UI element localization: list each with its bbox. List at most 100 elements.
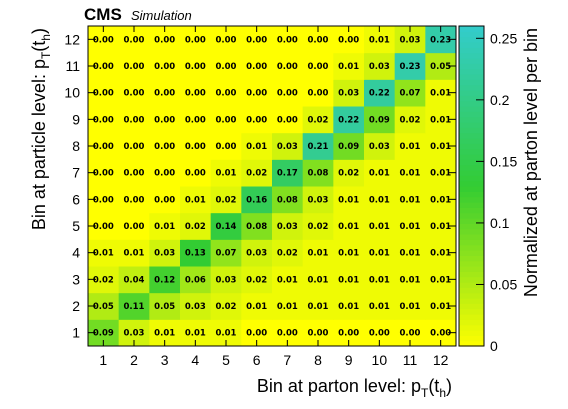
- heatmap-cell-value: 0.00: [154, 195, 175, 205]
- colorbar-segment: [459, 276, 484, 283]
- heatmap-cell-value: 0.03: [369, 62, 390, 72]
- colorbar-segment: [459, 79, 484, 86]
- heatmap-cell: [333, 292, 365, 320]
- heatmap-cell-value: 0.01: [338, 302, 359, 312]
- y-tick-label: 4: [72, 245, 80, 261]
- heatmap-cell-value: 0.01: [338, 195, 359, 205]
- colorbar-segment: [459, 186, 484, 192]
- heatmap-cell-value: 0.03: [369, 142, 390, 152]
- heatmap-cell-value: 0.03: [216, 275, 237, 285]
- heatmap-cell-value: 0.00: [124, 35, 145, 45]
- heatmap-cell-value: 0.02: [277, 249, 298, 259]
- heatmap-cell-value: 0.00: [93, 222, 114, 232]
- heatmap-cell-value: 0.03: [246, 249, 267, 259]
- colorbar-segment: [459, 74, 484, 80]
- heatmap-cell: [302, 239, 334, 267]
- heatmap-cell: [272, 52, 304, 80]
- colorbar-segment: [459, 292, 484, 299]
- heatmap-cell-value: 0.23: [430, 35, 451, 45]
- x-tick-label: 12: [433, 352, 449, 368]
- heatmap-cell-value: 0.01: [430, 195, 451, 205]
- heatmap-cell-value: 0.00: [185, 35, 206, 45]
- y-tick-label: 11: [65, 58, 80, 74]
- heatmap-cell-value: 0.01: [400, 302, 421, 312]
- heatmap-cell-value: 0.00: [124, 89, 145, 99]
- heatmap-cell: [241, 132, 273, 160]
- y-tick-label: 10: [64, 85, 80, 101]
- x-tick-label: 9: [345, 352, 353, 368]
- heatmap-cell: [302, 79, 334, 107]
- x-axis-title: Bin at parton level: pT(th): [257, 376, 452, 400]
- y-tick-label: 8: [72, 138, 80, 154]
- heatmap-cell-value: 0.05: [154, 302, 175, 312]
- heatmap-cell-value: 0.01: [430, 249, 451, 259]
- heatmap-cell-value: 0.09: [338, 142, 359, 152]
- heatmap-cell-value: 0.00: [338, 35, 359, 45]
- heatmap-cell-value: 0.01: [430, 142, 451, 152]
- heatmap-cell-value: 0.00: [185, 115, 206, 125]
- x-tick-label: 2: [130, 352, 138, 368]
- x-tick-label: 5: [222, 352, 230, 368]
- x-tick-label: 8: [314, 352, 322, 368]
- heatmap-cell-value: 0.14: [216, 222, 237, 232]
- heatmap-cell-value: 0.00: [93, 115, 114, 125]
- heatmap-cell: [272, 212, 304, 240]
- heatmap-cell-value: 0.00: [246, 115, 267, 125]
- heatmap-cell-value: 0.13: [185, 249, 206, 259]
- heatmap-cell-value: 0.00: [246, 89, 267, 99]
- heatmap-cell-value: 0.01: [185, 195, 206, 205]
- heatmap-cell-value: 0.00: [93, 89, 114, 99]
- heatmap-cell: [302, 292, 334, 320]
- heatmap-cell: [210, 79, 242, 107]
- heatmap-cell: [302, 132, 334, 160]
- colorbar-segment: [459, 63, 484, 70]
- colorbar-title: Normalized at parton level per bin: [521, 28, 541, 297]
- y-tick-label: 7: [72, 165, 80, 181]
- heatmap-cell-value: 0.01: [430, 302, 451, 312]
- heatmap-cell: [241, 52, 273, 80]
- colorbar-segment: [459, 100, 484, 107]
- heatmap-cell: [241, 159, 273, 187]
- heatmap-cell: [272, 239, 304, 267]
- heatmap-cell: [394, 132, 426, 160]
- colorbar-segment: [459, 218, 484, 224]
- colorbar-segment: [459, 260, 484, 267]
- heatmap-cell-value: 0.01: [277, 275, 298, 285]
- colorbar-segment: [459, 47, 484, 54]
- colorbar-tick-label: 0.25: [490, 30, 517, 46]
- y-axis-title: Bin at particle level: pT(th): [29, 28, 53, 230]
- heatmap-cell: [149, 292, 181, 320]
- heatmap-cell-value: 0.01: [400, 142, 421, 152]
- heatmap-cell-value: 0.03: [277, 142, 298, 152]
- heatmap-cell: [180, 52, 212, 80]
- heatmap-cell: [210, 239, 242, 267]
- heatmap-cell: [149, 212, 181, 240]
- heatmap-cell-value: 0.00: [93, 169, 114, 179]
- heatmap-cell-value: 0.01: [308, 275, 329, 285]
- heatmap-cell-value: 0.01: [369, 169, 390, 179]
- heatmap-cell: [333, 186, 365, 214]
- colorbar-segment: [459, 223, 484, 230]
- colorbar-segment: [459, 106, 484, 112]
- heatmap-cell: [118, 292, 150, 320]
- heatmap-cell-value: 0.00: [338, 329, 359, 339]
- heatmap-cell-value: 0.02: [308, 222, 329, 232]
- heatmap-cell: [118, 266, 150, 294]
- heatmap-cell: [180, 106, 212, 134]
- heatmap-cell-value: 0.00: [246, 62, 267, 72]
- heatmap-cell-value: 0.01: [369, 249, 390, 259]
- heatmap-cell-value: 0.01: [430, 89, 451, 99]
- heatmap-cell: [210, 106, 242, 134]
- x-tick-label: 1: [99, 352, 107, 368]
- heatmap-cell: [241, 79, 273, 107]
- heatmap-cell: [302, 52, 334, 80]
- y-tick-label: 12: [64, 31, 80, 47]
- colorbar-segment: [459, 228, 484, 235]
- heatmap-cell-value: 0.02: [216, 195, 237, 205]
- heatmap-cell: [210, 132, 242, 160]
- heatmap-cell-value: 0.01: [308, 302, 329, 312]
- heatmap-cell-value: 0.11: [124, 302, 145, 312]
- colorbar-segment: [459, 244, 484, 251]
- heatmap-cell-value: 0.00: [308, 89, 329, 99]
